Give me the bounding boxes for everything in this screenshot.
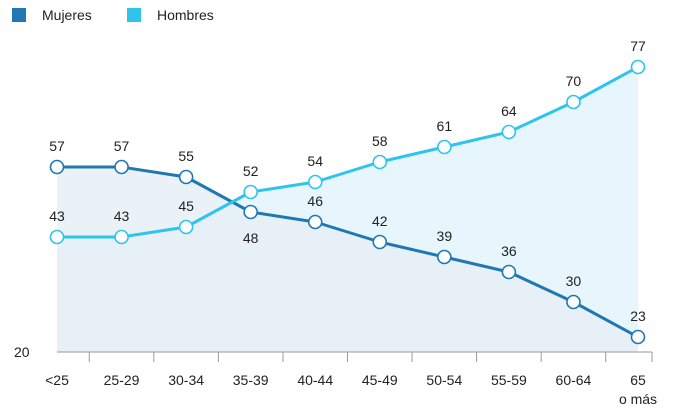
data-point — [437, 139, 452, 155]
data-point — [566, 94, 581, 110]
x-tick-label: <25 — [45, 372, 69, 388]
data-label: 77 — [630, 38, 646, 54]
x-tick-labels: <25 25-29 30-34 35-39 40-44 45-49 50-54 55-59 60… — [45, 372, 657, 407]
data-label: 54 — [307, 153, 323, 169]
data-label: 43 — [49, 208, 65, 224]
legend-label-hombres: Hombres — [157, 7, 214, 23]
data-label: 70 — [566, 73, 582, 89]
x-tick-label-line2: o más — [619, 391, 657, 407]
x-tick-label: 45-49 — [362, 372, 398, 388]
legend-label-mujeres: Mujeres — [42, 7, 92, 23]
legend: Mujeres Hombres — [12, 7, 214, 23]
area-fills — [57, 67, 638, 352]
x-tick-label: 30-34 — [168, 372, 204, 388]
data-label: 36 — [501, 243, 517, 259]
series-line-hombres — [57, 65, 639, 239]
data-label: 57 — [49, 138, 65, 154]
data-point — [372, 234, 388, 250]
data-label: 45 — [178, 198, 194, 214]
data-point — [243, 204, 258, 220]
x-tick-label: 35-39 — [233, 372, 269, 388]
data-label: 43 — [114, 208, 130, 224]
data-label: 39 — [437, 228, 453, 244]
data-point — [630, 329, 646, 345]
data-label: 23 — [630, 308, 646, 324]
x-tick-label: 40-44 — [297, 372, 333, 388]
data-point — [437, 249, 452, 265]
data-labels: 57 57 55 48 46 42 39 36 30 23 43 43 45 52 54 58 61 64 70 77 — [49, 38, 646, 324]
data-point — [178, 219, 194, 235]
data-point — [501, 124, 517, 140]
x-axis — [57, 351, 653, 362]
series-line-mujeres — [57, 165, 639, 339]
data-point — [243, 184, 258, 200]
data-point — [630, 59, 646, 75]
data-label: 48 — [243, 230, 259, 246]
data-point — [114, 159, 129, 175]
data-point — [114, 229, 129, 245]
x-tick-label: 25-29 — [104, 372, 140, 388]
area-fill-mujeres — [57, 167, 638, 352]
data-point — [501, 264, 517, 280]
series-markers — [49, 59, 646, 345]
data-point — [49, 159, 65, 175]
x-tick-label: 55-59 — [491, 372, 527, 388]
series-lines — [57, 65, 639, 339]
data-point — [49, 229, 65, 245]
data-label: 46 — [307, 193, 323, 209]
data-label: 55 — [178, 148, 194, 164]
legend-swatch-hombres — [127, 8, 141, 22]
x-tick-label: 65 — [630, 372, 646, 388]
x-tick-label: 60-64 — [556, 372, 592, 388]
data-point — [178, 169, 194, 185]
data-label: 58 — [372, 133, 388, 149]
data-point — [307, 214, 323, 230]
data-label: 57 — [114, 138, 130, 154]
data-label: 52 — [243, 163, 259, 179]
x-tick-label: 50-54 — [426, 372, 462, 388]
data-point — [372, 154, 388, 170]
legend-swatch-mujeres — [12, 8, 26, 22]
data-label: 42 — [372, 213, 388, 229]
data-point — [566, 294, 581, 310]
data-label: 30 — [566, 273, 582, 289]
data-point — [307, 174, 323, 190]
data-label: 61 — [437, 118, 453, 134]
y-axis-min-label: 20 — [14, 344, 30, 360]
data-label: 64 — [501, 103, 517, 119]
